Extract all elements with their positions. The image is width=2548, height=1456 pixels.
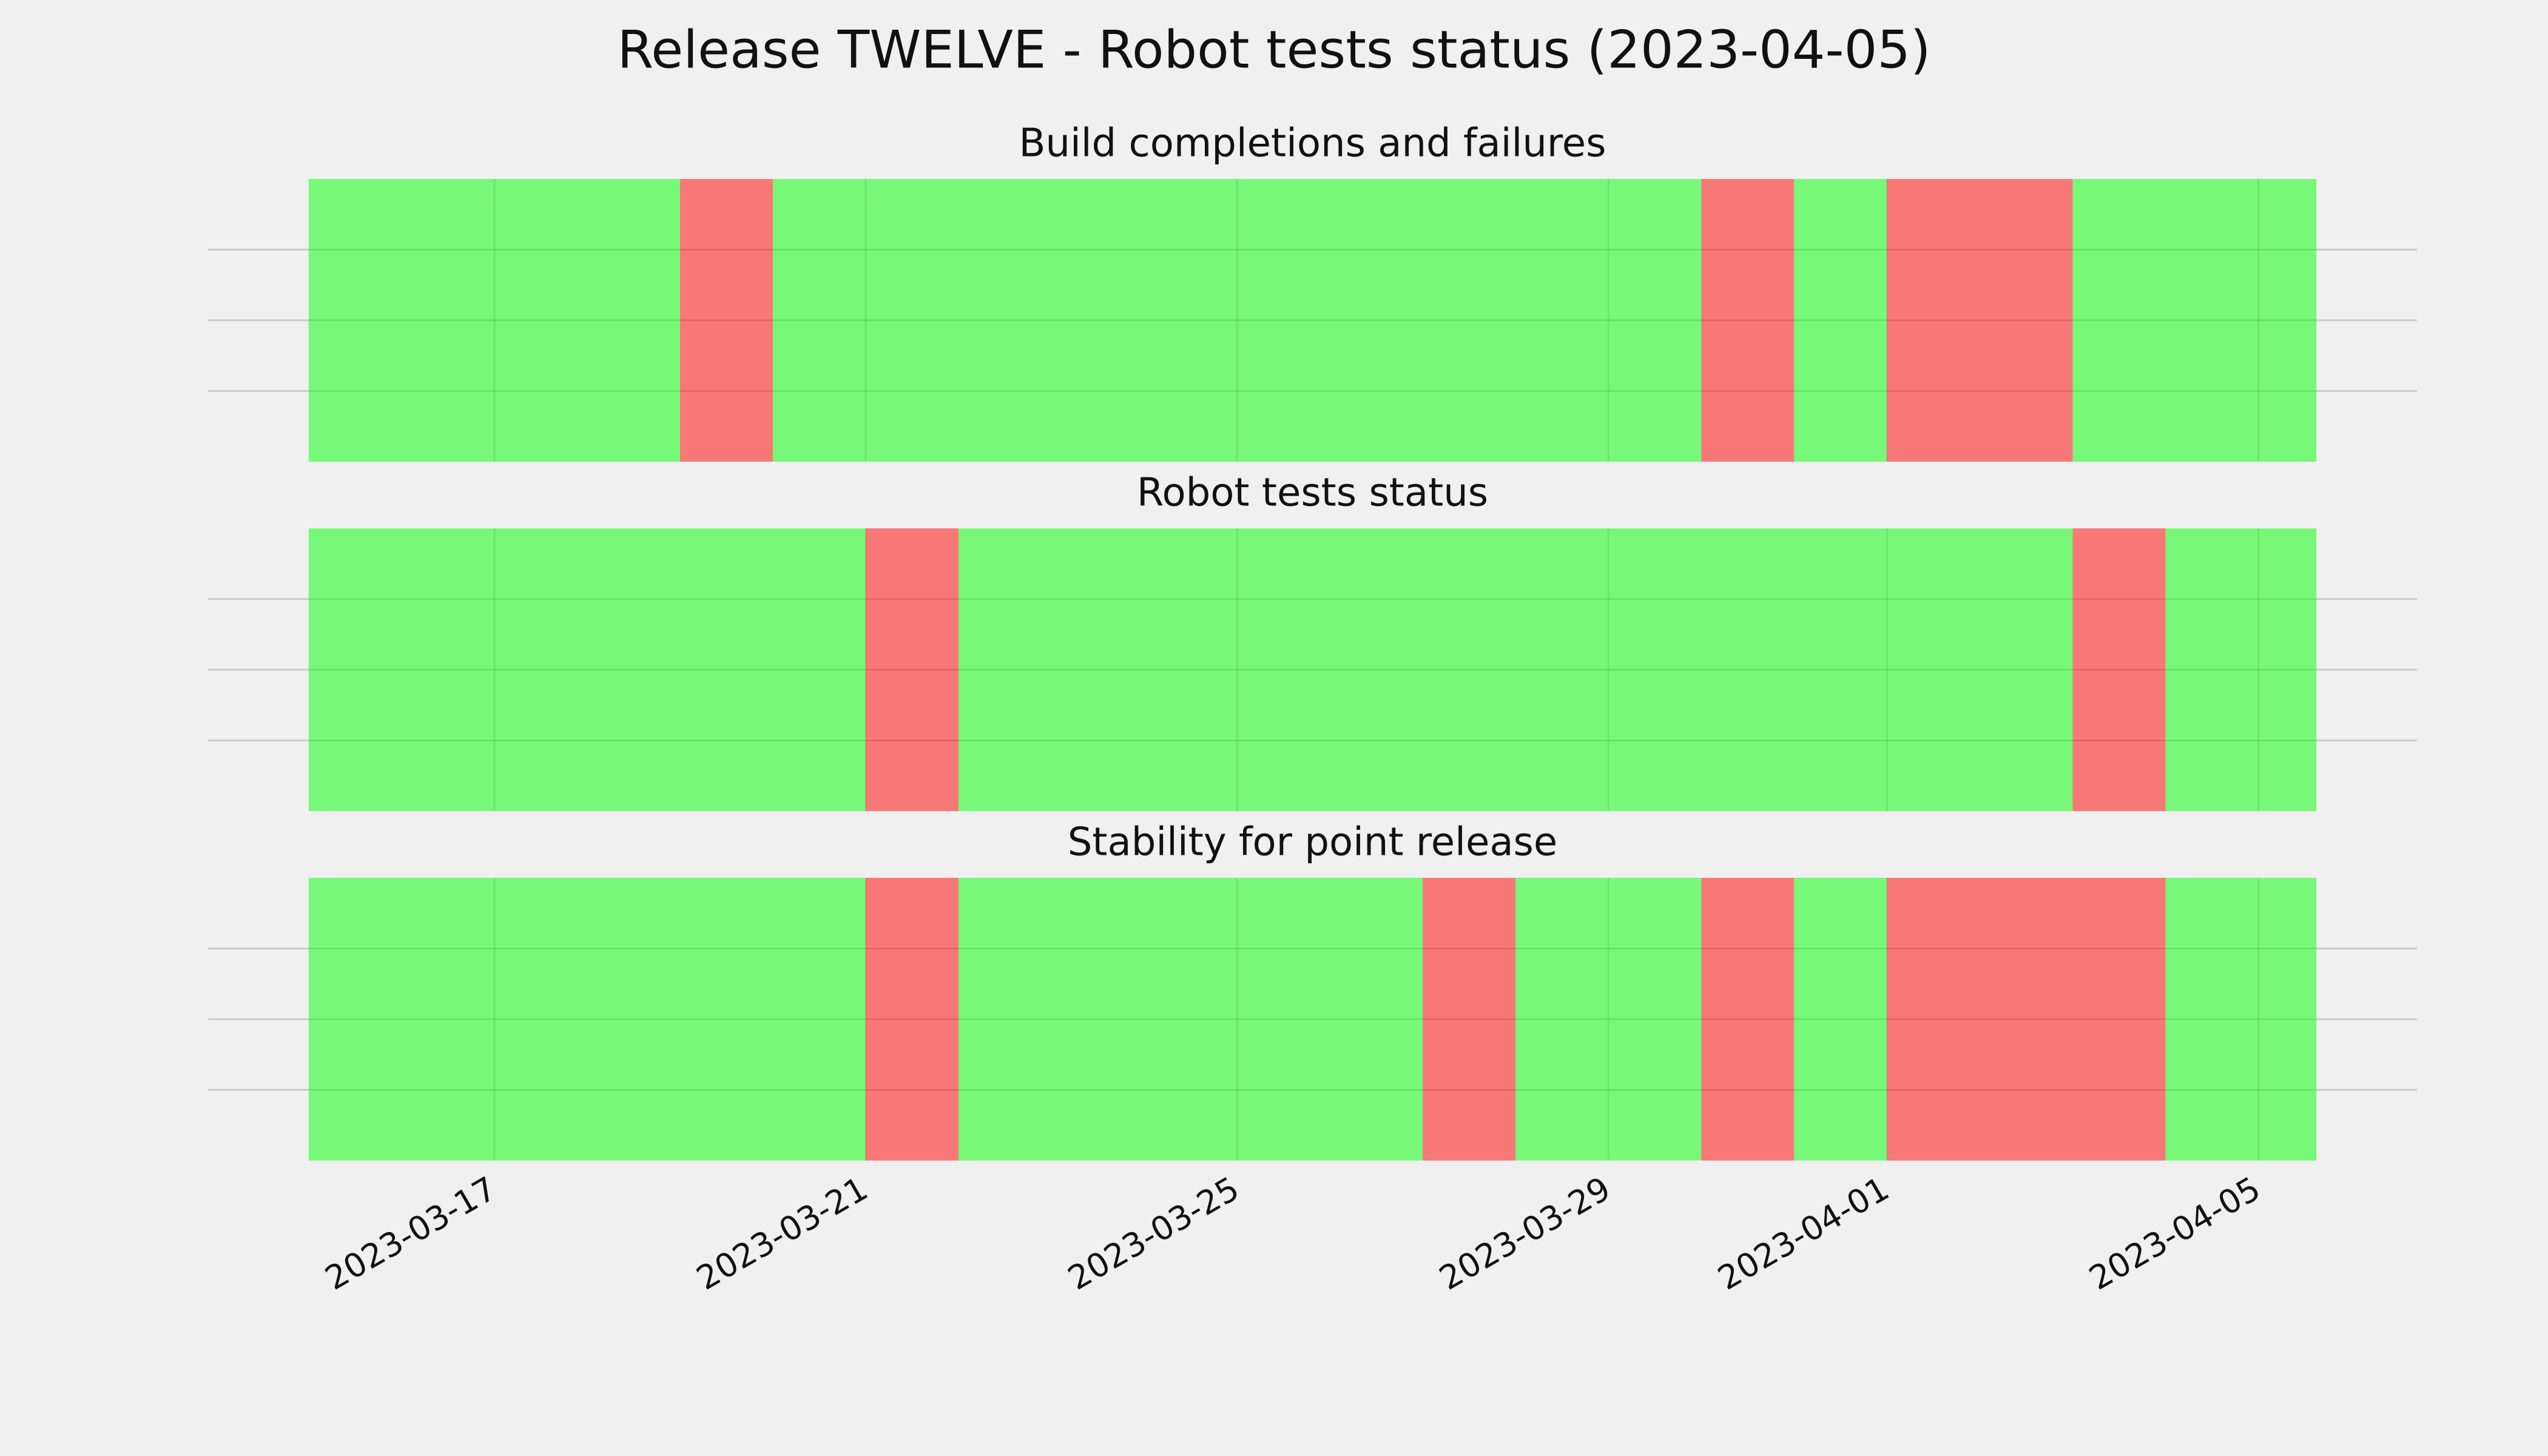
status-span: [308, 878, 866, 1161]
subplot-title: Build completions and failures: [1019, 121, 1606, 166]
status-span: [2165, 878, 2317, 1161]
subplot-title: Robot tests status: [1137, 471, 1488, 516]
status-span: [866, 878, 959, 1161]
status-span: [2072, 528, 2166, 811]
status-span: [1887, 878, 2166, 1161]
status-span: [1701, 179, 1795, 462]
status-span: [1794, 878, 1887, 1161]
status-span: [2165, 528, 2317, 811]
status-span: [679, 179, 773, 462]
status-span: [1794, 179, 1887, 462]
status-span: [772, 179, 1702, 462]
status-span: [1423, 878, 1516, 1161]
status-span: [866, 528, 959, 811]
status-span: [959, 878, 1423, 1161]
status-span: [1701, 878, 1795, 1161]
status-span: [959, 528, 2073, 811]
chart-title: Release TWELVE - Robot tests status (202…: [617, 19, 1930, 80]
subplot-title: Stability for point release: [1068, 820, 1558, 865]
status-span: [2072, 179, 2317, 462]
status-span: [1515, 878, 1702, 1161]
status-span: [308, 528, 866, 811]
status-span: [308, 179, 680, 462]
status-span: [1887, 179, 2073, 462]
